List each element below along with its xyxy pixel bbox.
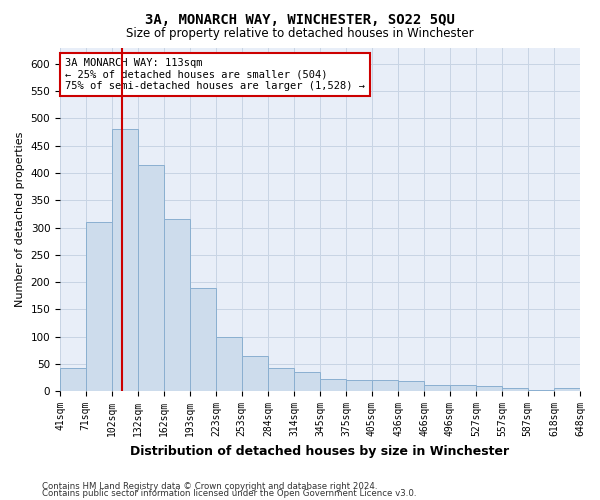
- Bar: [112, 130, 138, 391]
- Bar: [60, 368, 86, 391]
- Text: 3A MONARCH WAY: 113sqm
← 25% of detached houses are smaller (504)
75% of semi-de: 3A MONARCH WAY: 113sqm ← 25% of detached…: [65, 58, 365, 91]
- Bar: [450, 384, 476, 391]
- Text: Contains HM Land Registry data © Crown copyright and database right 2024.: Contains HM Land Registry data © Crown c…: [42, 482, 377, 491]
- Text: 3A, MONARCH WAY, WINCHESTER, SO22 5QU: 3A, MONARCH WAY, WINCHESTER, SO22 5QU: [145, 12, 455, 26]
- Bar: [554, 388, 580, 391]
- Bar: [268, 368, 294, 391]
- Y-axis label: Number of detached properties: Number of detached properties: [15, 132, 25, 307]
- Bar: [164, 220, 190, 391]
- Bar: [216, 336, 242, 391]
- Bar: [86, 222, 112, 391]
- Bar: [320, 379, 346, 391]
- Bar: [242, 356, 268, 391]
- X-axis label: Distribution of detached houses by size in Winchester: Distribution of detached houses by size …: [130, 444, 509, 458]
- Text: Contains public sector information licensed under the Open Government Licence v3: Contains public sector information licen…: [42, 489, 416, 498]
- Text: Size of property relative to detached houses in Winchester: Size of property relative to detached ho…: [126, 28, 474, 40]
- Bar: [346, 380, 372, 391]
- Bar: [294, 372, 320, 391]
- Bar: [528, 390, 554, 391]
- Bar: [502, 388, 528, 391]
- Bar: [424, 384, 450, 391]
- Bar: [372, 380, 398, 391]
- Bar: [138, 165, 164, 391]
- Bar: [398, 382, 424, 391]
- Bar: [190, 288, 216, 391]
- Bar: [476, 386, 502, 391]
